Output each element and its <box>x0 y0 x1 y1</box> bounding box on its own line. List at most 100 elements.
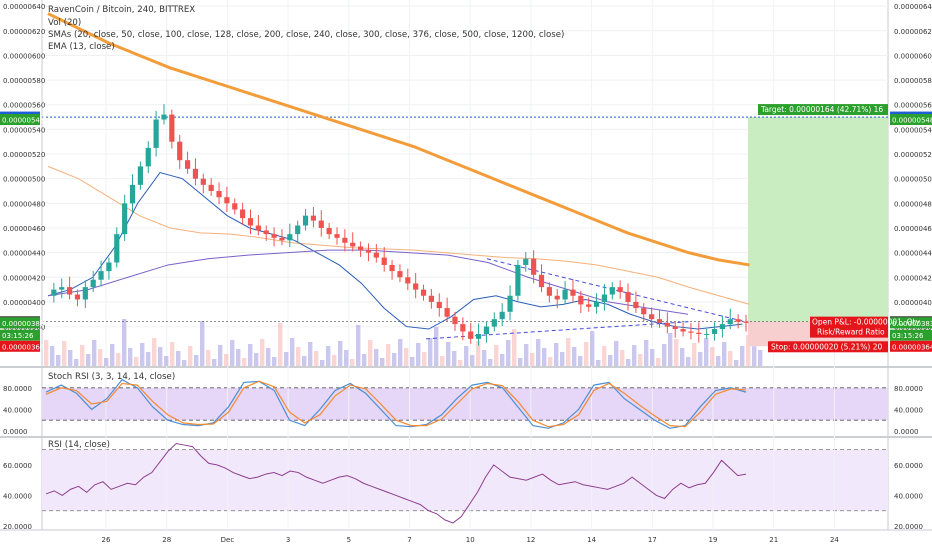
price-tick-label-left: 0.00000600 <box>3 52 45 60</box>
volume-bar <box>110 344 115 366</box>
volume-bar <box>176 351 181 366</box>
candle-body <box>82 287 88 300</box>
volume-bar <box>128 348 133 366</box>
candle-body <box>381 257 387 265</box>
candle-body <box>122 203 128 235</box>
candle-body <box>271 234 277 238</box>
volume-bar <box>386 344 391 366</box>
volume-bar <box>488 359 493 366</box>
rsi-tick-right: 60.0000 <box>894 462 923 470</box>
candle-body <box>295 225 301 235</box>
left-price-label: 0.00000364 <box>2 343 45 351</box>
volume-bar <box>50 346 55 366</box>
volume-bar <box>494 345 499 366</box>
volume-bar <box>602 346 607 366</box>
candle-body <box>609 287 615 295</box>
candle-body <box>428 295 434 302</box>
price-tick-label-left: 0.00000640 <box>3 3 45 11</box>
candle-body <box>192 168 199 179</box>
volume-bar <box>680 348 685 366</box>
candle-body <box>460 324 466 332</box>
volume-bar <box>272 357 277 366</box>
stoch-tick-right: 40.0000 <box>894 406 923 414</box>
rsi-band <box>42 449 888 511</box>
candle-body <box>350 242 356 247</box>
candle-body <box>318 220 324 228</box>
volume-bar <box>500 354 505 366</box>
sma-indicator-label: SMAs (20, close, 50, close, 100, close, … <box>48 30 565 40</box>
volume-bar <box>452 351 457 366</box>
volume-bar <box>560 352 565 366</box>
candle-body <box>704 333 710 335</box>
volume-bar <box>530 353 535 366</box>
volume-bar <box>194 355 199 366</box>
left-price-label: 03:15:26 <box>2 332 34 340</box>
candle-body <box>66 287 73 295</box>
candle-body <box>413 283 419 290</box>
volume-bar <box>236 349 241 366</box>
candle-body <box>491 319 497 327</box>
candle-body <box>641 308 647 315</box>
price-tick-label-right: 0.00000560 <box>894 102 932 110</box>
candle-body <box>145 147 151 167</box>
right-price-label: 0.00000383 <box>892 320 932 328</box>
candle-body <box>51 289 57 296</box>
left-price-label-bg <box>0 114 40 126</box>
volume-bar <box>224 354 229 366</box>
candle-body <box>680 329 686 332</box>
rsi-tick-left: 20.0000 <box>3 523 32 531</box>
volume-bar <box>116 353 121 366</box>
volume-bar <box>248 344 253 366</box>
candle-body <box>436 301 442 309</box>
volume-bar <box>416 343 421 366</box>
candle-body <box>397 271 403 278</box>
volume-bar <box>464 346 469 366</box>
right-price-label: 03:15:26 <box>892 332 924 340</box>
candle-body <box>688 331 694 333</box>
sma-line-thick <box>47 12 750 267</box>
volume-bar <box>230 340 235 366</box>
candle-body <box>137 166 143 185</box>
candle-body <box>696 332 702 334</box>
price-tick-label-right: 0.00000480 <box>894 200 932 208</box>
right-price-label-bg <box>890 329 932 341</box>
volume-bar <box>482 350 487 366</box>
volume-bar <box>320 360 325 366</box>
stoch-tick-right: 80.0000 <box>894 385 923 393</box>
candle-body <box>523 258 529 265</box>
volume-bar <box>446 342 451 366</box>
time-tick-label: 21 <box>769 536 778 544</box>
volume-bar <box>740 346 745 366</box>
volume-bar <box>158 347 163 366</box>
volume-bar <box>284 352 289 366</box>
volume-bar <box>752 341 757 366</box>
volume-bar <box>542 348 547 366</box>
time-tick-label: 17 <box>648 536 657 544</box>
volume-bar <box>590 331 595 366</box>
candle-body <box>483 326 490 334</box>
volume-bar <box>134 357 139 366</box>
price-tick-label-right: 0.00000520 <box>894 151 932 159</box>
price-tick-label-left: 0.00000620 <box>3 28 45 36</box>
volume-bar <box>716 356 721 366</box>
volume-bar <box>92 340 97 366</box>
volume-bar <box>428 338 433 366</box>
volume-bar <box>758 350 763 366</box>
stoch-k-line <box>45 378 747 429</box>
volume-bar <box>86 354 91 366</box>
volume-bar <box>704 338 709 366</box>
volume-bar <box>278 323 283 366</box>
volume-bar <box>254 353 259 366</box>
candle-body <box>334 234 340 238</box>
candle-body <box>562 289 568 300</box>
volume-bar <box>326 346 331 366</box>
price-tick-label-right: 0.00000580 <box>894 77 932 85</box>
candle-body <box>302 215 309 226</box>
right-price-label-bg <box>890 317 932 329</box>
candle-body <box>184 160 191 169</box>
risk-reward-label: Risk/Reward Ratio <box>817 328 885 337</box>
candle-body <box>263 230 269 235</box>
candle-body <box>743 321 749 323</box>
left-price-label-bg <box>0 329 40 341</box>
